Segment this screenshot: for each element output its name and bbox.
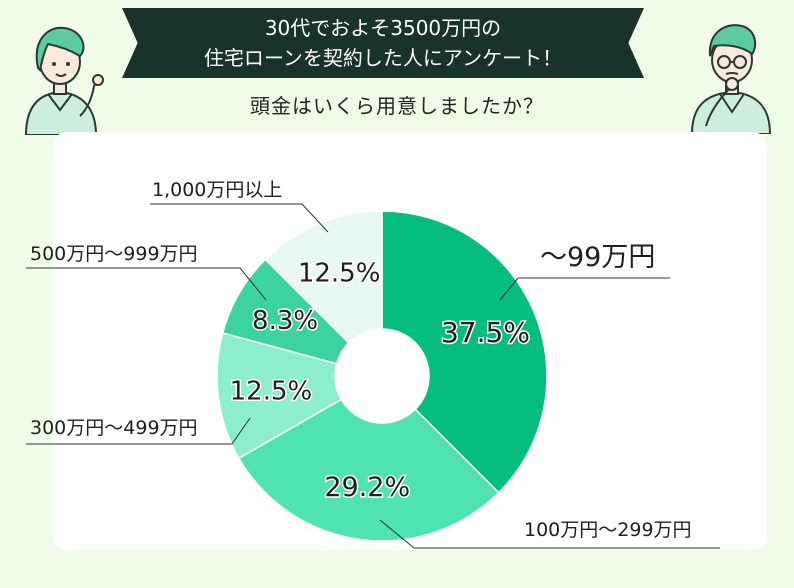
slice-value-label: 29.2% [324, 472, 410, 503]
leader-line [26, 417, 251, 445]
slice-category-label: 100万円〜299万円 [524, 519, 692, 541]
donut-slice-3 [216, 332, 343, 460]
title-banner: 30代でおよそ3500万円の 住宅ローンを契約した人にアンケート！ [122, 8, 644, 78]
donut-slice-1 [381, 210, 548, 494]
leader-line [499, 277, 670, 301]
donut-slice-5 [264, 210, 383, 344]
leader-line [150, 203, 329, 233]
slice-category-label: 〜99万円 [540, 242, 655, 273]
slice-value-label: 12.5% [230, 376, 313, 406]
man-thinking-illustration [690, 24, 772, 134]
woman-pointing-illustration [24, 26, 104, 135]
question-text: 頭金はいくら用意しましたか？ [250, 94, 544, 118]
leader-line [26, 267, 267, 301]
slice-value-label: 8.3% [252, 306, 318, 336]
slice-value-label: 12.5% [298, 259, 381, 289]
donut-slice-2 [237, 398, 500, 542]
title-line-2: 住宅ローンを契約した人にアンケート！ [203, 46, 563, 70]
slice-category-label: 300万円〜499万円 [30, 417, 198, 439]
leader-line [379, 519, 720, 549]
slice-category-label: 1,000万円以上 [152, 179, 282, 201]
slice-category-label: 500万円〜999万円 [30, 243, 198, 265]
slice-value-label: 37.5% [441, 316, 530, 349]
title-line-1: 30代でおよそ3500万円の [264, 16, 502, 40]
